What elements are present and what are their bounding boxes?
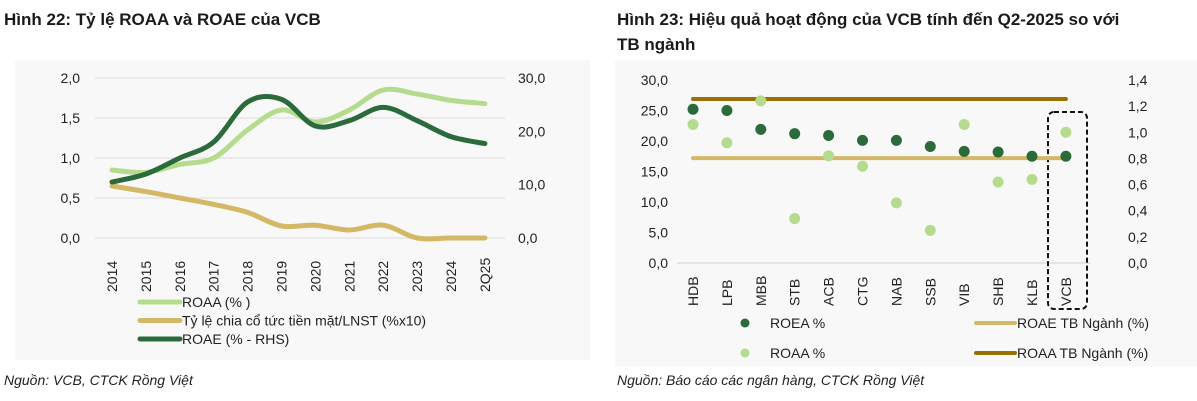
data-point bbox=[958, 145, 970, 157]
data-point bbox=[857, 160, 868, 172]
data-point bbox=[890, 197, 902, 209]
x-tick-label: 2Q25 bbox=[477, 258, 493, 292]
data-point bbox=[924, 140, 936, 152]
series-line-1 bbox=[109, 183, 488, 242]
x-tick-label: CTG bbox=[855, 276, 871, 306]
data-point bbox=[687, 118, 699, 130]
right-chart-title-line1: Hình 23: Hiệu quả hoạt động của VCB tính… bbox=[617, 10, 1120, 29]
left-y-tick: 25,0 bbox=[641, 103, 668, 119]
data-point bbox=[1026, 173, 1038, 185]
data-point bbox=[823, 130, 835, 142]
data-point bbox=[890, 134, 902, 146]
data-point bbox=[755, 123, 767, 135]
legend-label: ROAA TB Ngành (%) bbox=[1017, 345, 1148, 361]
x-tick-label: 2015 bbox=[138, 261, 154, 292]
right-chart-title-line2: TB ngành bbox=[617, 35, 696, 54]
data-point bbox=[1060, 150, 1072, 162]
left-y-tick: 2,0 bbox=[61, 70, 81, 86]
right-y-tick: 20,0 bbox=[518, 123, 545, 139]
data-point bbox=[992, 146, 1004, 158]
x-tick-label: KLB bbox=[1024, 280, 1040, 306]
left-chart-source: Nguồn: VCB, CTCK Rồng Việt bbox=[4, 372, 193, 388]
left-chart-title: Hình 22: Tỷ lệ ROAA và ROAE của VCB bbox=[4, 10, 321, 29]
right-y-tick: 1,2 bbox=[1128, 98, 1148, 114]
highlight-box-vcb bbox=[1047, 111, 1088, 310]
left-y-tick: 30,0 bbox=[641, 72, 668, 88]
x-tick-label: VCB bbox=[1058, 277, 1074, 306]
x-tick-label: STB bbox=[787, 279, 803, 306]
data-point bbox=[992, 176, 1004, 188]
x-tick-label: 2020 bbox=[307, 261, 323, 292]
right-y-tick: 1,4 bbox=[1128, 72, 1148, 88]
x-tick-label: SSB bbox=[922, 278, 938, 306]
data-point bbox=[1026, 150, 1038, 162]
left-y-tick: 1,0 bbox=[61, 150, 81, 166]
legend-label: ROEA % bbox=[770, 315, 825, 331]
series-line-0 bbox=[109, 86, 488, 176]
right-y-tick: 0,0 bbox=[518, 230, 538, 246]
right-y-tick: 10,0 bbox=[518, 177, 545, 193]
x-tick-label: ACB bbox=[821, 277, 837, 306]
right-chart-source: Nguồn: Báo cáo các ngân hàng, CTCK Rồng … bbox=[617, 372, 925, 388]
x-tick-label: 2021 bbox=[341, 261, 357, 292]
x-tick-label: 2023 bbox=[409, 261, 425, 292]
left-chart-panel bbox=[15, 60, 590, 360]
x-tick-label: 2024 bbox=[443, 261, 459, 292]
right-y-tick: 0,6 bbox=[1128, 177, 1148, 193]
legend-label: ROAA % bbox=[770, 345, 825, 361]
x-tick-label: NAB bbox=[888, 277, 904, 306]
left-y-tick: 0,5 bbox=[61, 190, 81, 206]
data-point bbox=[721, 137, 733, 149]
right-y-tick: 1,0 bbox=[1128, 124, 1148, 140]
left-y-tick: 0,0 bbox=[61, 230, 81, 246]
x-tick-label: 2016 bbox=[172, 261, 188, 292]
x-tick-label: 2019 bbox=[274, 261, 290, 292]
legend-label: ROAE (% - RHS) bbox=[182, 331, 289, 347]
x-tick-label: 2018 bbox=[240, 261, 256, 292]
right-chart-panel bbox=[615, 60, 1197, 366]
left-y-tick: 20,0 bbox=[641, 133, 668, 149]
data-point bbox=[789, 213, 801, 225]
left-y-tick: 1,5 bbox=[61, 110, 81, 126]
data-point bbox=[755, 95, 767, 107]
x-tick-label: VIB bbox=[956, 283, 972, 306]
x-tick-label: 2022 bbox=[375, 261, 391, 292]
legend-label: Tỷ lệ chia cổ tức tiền mặt/LNST (%x10) bbox=[182, 313, 426, 329]
data-point bbox=[857, 134, 868, 146]
right-y-tick: 30,0 bbox=[518, 70, 545, 86]
series-line-2 bbox=[109, 94, 488, 185]
legend-label: ROAA (% ) bbox=[182, 294, 250, 310]
data-point bbox=[789, 128, 801, 140]
data-point bbox=[721, 105, 733, 116]
data-point bbox=[823, 150, 835, 162]
right-y-tick: 0,0 bbox=[1128, 255, 1148, 271]
legend-dot bbox=[740, 348, 750, 358]
x-tick-label: SHB bbox=[990, 277, 1006, 306]
data-point bbox=[687, 103, 699, 115]
data-point bbox=[924, 224, 936, 236]
x-tick-label: HDB bbox=[685, 276, 701, 306]
left-y-tick: 15,0 bbox=[641, 164, 668, 180]
x-tick-label: 2017 bbox=[206, 261, 222, 292]
legend-label: ROAE TB Ngành (%) bbox=[1017, 315, 1149, 331]
right-y-tick: 0,4 bbox=[1128, 203, 1148, 219]
x-tick-label: MBB bbox=[753, 276, 769, 306]
data-point bbox=[958, 118, 970, 130]
right-y-tick: 0,8 bbox=[1128, 150, 1148, 166]
x-tick-label: LPB bbox=[719, 280, 735, 306]
left-y-tick: 0,0 bbox=[649, 255, 669, 271]
right-y-tick: 0,2 bbox=[1128, 229, 1148, 245]
x-tick-label: 2014 bbox=[104, 261, 120, 292]
data-point bbox=[1060, 126, 1072, 138]
legend-dot bbox=[740, 318, 750, 328]
left-y-tick: 5,0 bbox=[649, 225, 669, 241]
left-y-tick: 10,0 bbox=[641, 194, 668, 210]
